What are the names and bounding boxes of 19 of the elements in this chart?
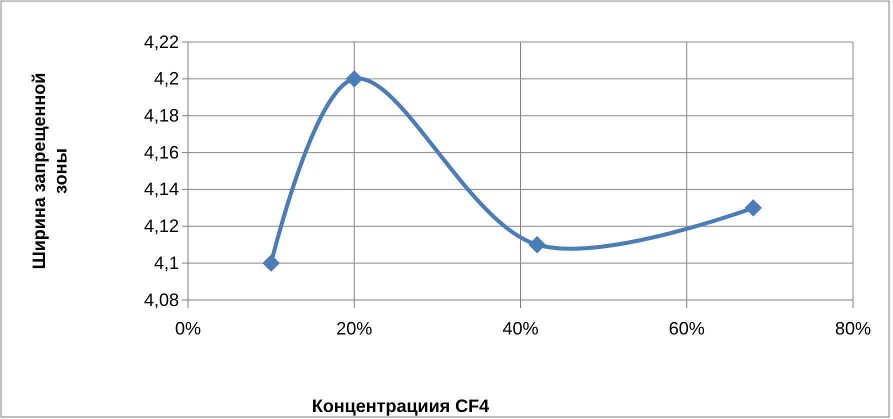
x-tick-label: 60% (668, 318, 705, 338)
y-tick-label: 4,12 (144, 216, 179, 236)
x-tick-label: 80% (834, 318, 872, 338)
x-tick-label: 40% (502, 318, 539, 338)
y-tick-label: 4,08 (144, 290, 179, 310)
y-tick-label: 4,14 (144, 179, 179, 200)
x-axis-title: Концентрациия CF4 (312, 396, 490, 416)
point (528, 236, 546, 254)
y-tick-label: 4,18 (144, 105, 179, 126)
y-axis-title: Ширина запрещенной зоны (29, 72, 71, 270)
y-tick-label: 4,2 (154, 68, 179, 89)
point (346, 70, 363, 88)
x-tick-label: 0% (174, 318, 202, 338)
x-tick-label: 20% (336, 318, 372, 338)
point (744, 199, 762, 217)
y-tick-label: 4,16 (144, 142, 179, 162)
y-tick-label: 4,22 (144, 32, 179, 52)
point (262, 254, 280, 272)
y-tick-label: 4,1 (154, 252, 179, 273)
